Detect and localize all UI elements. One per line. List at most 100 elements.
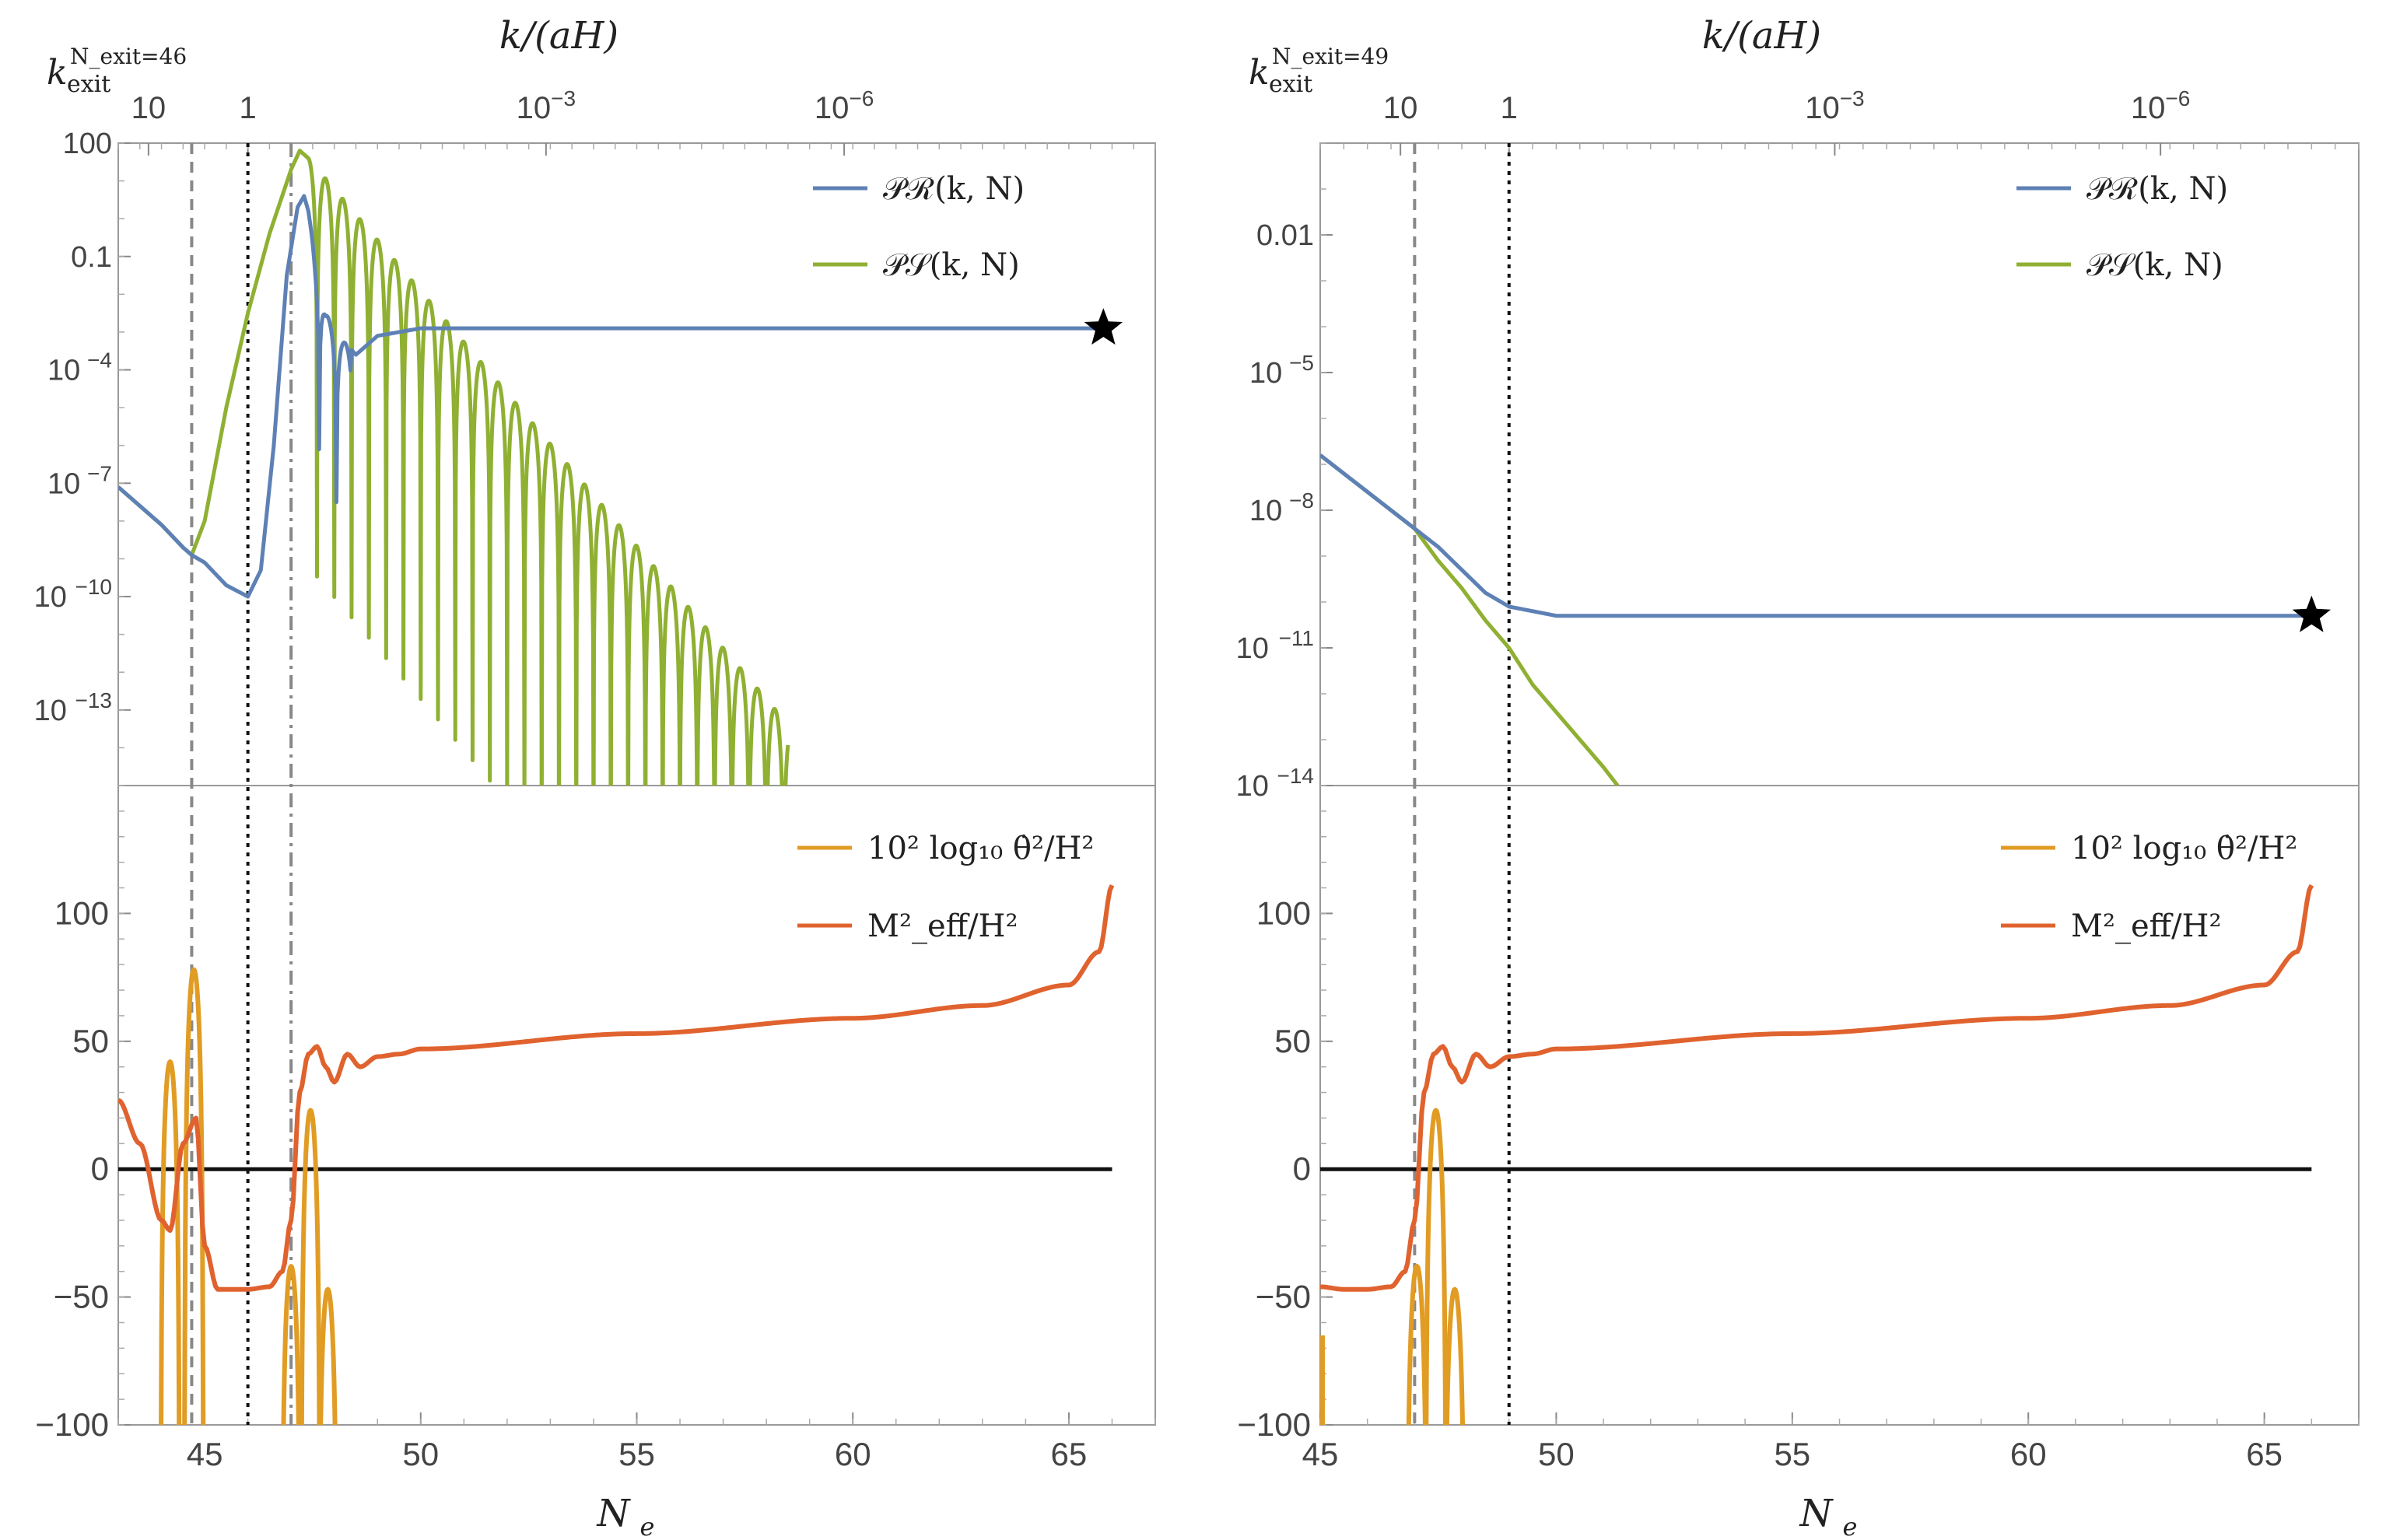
Meff-curve — [1320, 884, 2314, 1292]
bottom-plot-frame — [117, 785, 1156, 1426]
PS-curve — [1320, 453, 1620, 786]
kexit-label: k — [47, 53, 68, 93]
top-y-tick-label: 10 −13 — [34, 688, 112, 727]
end-star-marker — [1084, 308, 1123, 345]
bottom-y-tick-label: −100 — [35, 1406, 109, 1443]
theta-burst — [299, 1108, 322, 1425]
top-plot-series — [118, 149, 1105, 786]
bottom-y-tick-label: 50 — [1274, 1023, 1311, 1059]
x-axis-label: N — [597, 1492, 632, 1535]
top-y-tick-label-exp: −13 — [75, 688, 113, 712]
top-plot-frame — [117, 142, 1156, 786]
x-axis-label: N — [1799, 1492, 1834, 1535]
top-axis-tick-label: 1 — [240, 91, 257, 125]
legend-label-Meff: M²_eff/H² — [867, 908, 1018, 944]
top-axis-tick-label: 10 — [1383, 91, 1418, 125]
top-y-tick-label: 0.1 — [71, 241, 112, 274]
top-axis-tick-label: 10−6 — [815, 86, 874, 125]
top-plot-series — [1320, 453, 2313, 786]
top-y-tick-label-base: 10 — [1236, 632, 1269, 665]
top-y-tick-label-exp: −10 — [75, 575, 113, 599]
bottom-x-tick-label: 65 — [1051, 1436, 1088, 1472]
top-axis-tick-label: 10−3 — [1805, 86, 1864, 125]
top-plot-frame — [1319, 142, 2360, 786]
top-y-tick-label: 10 −10 — [34, 575, 112, 614]
bottom-x-tick-label: 60 — [2010, 1436, 2047, 1472]
top-y-tick-label-exp: −11 — [1279, 626, 1314, 650]
top-axis-tick-label: 1 — [1501, 91, 1518, 125]
theta-burst — [1424, 1108, 1449, 1425]
bottom-x-tick-label: 55 — [1774, 1436, 1810, 1472]
theta-burst — [1444, 1286, 1466, 1425]
top-axis-label: k/(aH) — [1702, 14, 1821, 58]
theta-burst — [318, 1286, 338, 1425]
bottom-x-tick-label: 50 — [1538, 1436, 1575, 1472]
legend-label-PS: 𝒫𝒮(k, N) — [2086, 247, 2223, 283]
legend-label-theta: 10² log₁₀ θ̇²/H² — [867, 831, 1094, 866]
legend-label-theta: 10² log₁₀ θ̇²/H² — [2071, 831, 2297, 866]
PS-curve — [118, 149, 790, 786]
top-axis-tick-label: 10−3 — [517, 86, 576, 125]
top-y-tick-label-base: 10 — [1249, 495, 1282, 527]
top-axis-label: k/(aH) — [499, 14, 618, 58]
top-y-tick-label: 10 −7 — [47, 461, 112, 500]
top-y-tick-label-exp: −14 — [1277, 764, 1315, 788]
legend-label-PR: 𝒫ℛ(k, N) — [2086, 171, 2228, 207]
bottom-plot-series — [1320, 884, 2314, 1425]
top-y-tick-label: 10 −4 — [47, 348, 112, 387]
PR-curve — [118, 194, 1105, 599]
top-y-tick-label: 10 −5 — [1249, 351, 1314, 390]
bottom-y-tick-label: −50 — [54, 1279, 109, 1315]
top-axis-tick-label: 10 — [131, 91, 166, 125]
panel-left: 10 1 10−3 10−6k/(aH)k exitN_exit=461000.110−… — [34, 14, 1156, 1540]
top-y-tick-label-exp: −8 — [1289, 488, 1314, 513]
kexit-sub: exit — [67, 71, 110, 98]
x-axis-label-sub: e — [1843, 1512, 1858, 1540]
top-y-tick-label-base: 10 — [1236, 770, 1269, 803]
kexit-sup: N_exit=49 — [1272, 44, 1389, 69]
PR-curve — [1320, 453, 2313, 618]
bottom-plot-frame — [1319, 785, 2360, 1426]
kexit-label: k — [1249, 53, 1270, 93]
legend-label-PS: 𝒫𝒮(k, N) — [883, 247, 1020, 283]
top-y-tick-label: 10 −8 — [1249, 488, 1314, 527]
bottom-y-tick-label: 0 — [91, 1150, 109, 1187]
top-y-tick-label-base: 10 — [34, 695, 67, 727]
top-y-tick-label-base: 10 — [47, 355, 80, 387]
theta-burst — [182, 967, 206, 1425]
top-y-tick-label-base: 10 — [34, 581, 67, 614]
bottom-x-tick-label: 45 — [187, 1436, 223, 1472]
bottom-y-tick-label: 0 — [1293, 1150, 1311, 1187]
top-y-tick-label-base: 10 — [47, 467, 80, 500]
bottom-x-tick-label: 55 — [618, 1436, 655, 1472]
top-axis-tick-label: 10−6 — [2131, 86, 2190, 125]
top-y-tick-label: 10 −11 — [1236, 626, 1314, 665]
kexit-sup: N_exit=46 — [70, 44, 187, 69]
top-y-tick-label: 100 — [63, 128, 112, 160]
Meff-curve — [118, 884, 1115, 1292]
top-y-tick-label-base: 10 — [1249, 357, 1282, 390]
bottom-y-tick-label: 100 — [54, 894, 109, 931]
bottom-x-tick-label: 45 — [1302, 1436, 1339, 1472]
end-star-marker — [2292, 595, 2331, 632]
theta-burst — [281, 1264, 301, 1425]
bottom-x-tick-label: 65 — [2246, 1436, 2283, 1472]
top-y-tick-label-exp: −7 — [87, 461, 112, 485]
bottom-y-tick-label: 50 — [72, 1023, 109, 1059]
legend-label-PR: 𝒫ℛ(k, N) — [883, 171, 1025, 207]
x-axis-label-sub: e — [640, 1512, 655, 1540]
theta-burst — [1406, 1264, 1428, 1425]
legend-label-Meff: M²_eff/H² — [2071, 908, 2221, 944]
bottom-x-tick-label: 60 — [835, 1436, 871, 1472]
top-y-tick-label: 10 −14 — [1236, 764, 1314, 803]
bottom-plot-series — [118, 884, 1115, 1425]
theta-burst — [159, 1059, 182, 1425]
kexit-sub: exit — [1269, 71, 1312, 98]
bottom-y-tick-label: 100 — [1256, 894, 1311, 931]
bottom-x-tick-label: 50 — [402, 1436, 439, 1472]
top-y-tick-label: 0.01 — [1256, 219, 1314, 252]
top-y-tick-label-exp: −4 — [87, 348, 112, 373]
bottom-y-tick-label: −50 — [1256, 1279, 1311, 1315]
top-y-tick-label-exp: −5 — [1289, 351, 1314, 375]
